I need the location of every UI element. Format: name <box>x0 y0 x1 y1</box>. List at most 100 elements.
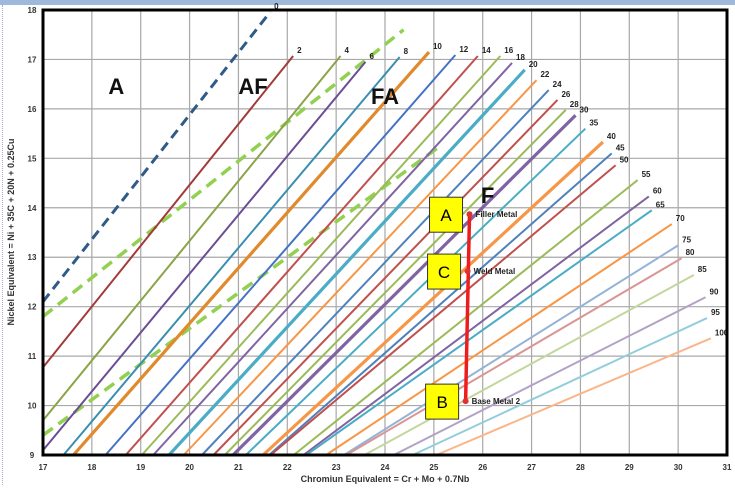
iso-ferrite-line-100 <box>435 337 712 456</box>
x-tick-label: 21 <box>234 463 243 472</box>
iso-ferrite-line-60 <box>302 195 650 456</box>
region-label-af: AF <box>238 74 267 99</box>
data-point <box>466 211 473 218</box>
data-points: Filler Metal A Weld Metal C Base Metal 2 B <box>425 196 521 420</box>
x-tick-label: 27 <box>527 463 536 472</box>
x-tick-label: 18 <box>87 463 96 472</box>
ferrite-number-label: 16 <box>504 46 513 55</box>
iso-ferrite-line-10 <box>72 50 431 457</box>
x-tick-label: 22 <box>283 463 292 472</box>
x-tick-label: 20 <box>185 463 194 472</box>
iso-ferrite-line-26 <box>212 99 559 456</box>
iso-ferrite-line-35 <box>245 127 587 456</box>
iso-ferrite-line-12 <box>104 54 457 456</box>
y-tick-label: 14 <box>28 204 37 213</box>
marker-letter: C <box>438 263 450 282</box>
ferrite-number-label: 65 <box>656 200 665 209</box>
data-point <box>464 268 471 275</box>
ferrite-number-label: 4 <box>345 46 350 55</box>
x-tick-label: 28 <box>576 463 585 472</box>
ferrite-number-label: 80 <box>686 248 695 257</box>
ferrite-number-label: 55 <box>642 170 651 179</box>
region-label-a: A <box>108 74 124 99</box>
ferrite-number-label: 8 <box>404 47 409 56</box>
iso-ferrite-line-14 <box>125 55 479 456</box>
ferrite-number-label: 45 <box>616 143 625 152</box>
ferrite-number-label: 20 <box>529 60 538 69</box>
iso-ferrite-line-85 <box>363 274 695 456</box>
x-tick-label: 26 <box>478 463 487 472</box>
region-label-fa: FA <box>371 84 399 109</box>
iso-ferrite-line-40 <box>261 140 604 457</box>
y-tick-label: 13 <box>28 253 37 262</box>
y-tick-label: 16 <box>28 105 37 114</box>
x-tick-label: 17 <box>39 463 48 472</box>
iso-ferrite-line-50 <box>270 164 617 456</box>
point-label: Weld Metal <box>474 267 516 276</box>
marker-box-a <box>429 196 464 233</box>
ferrite-number-label: 22 <box>540 70 549 79</box>
phase-boundary-line <box>41 28 405 318</box>
y-tick-label: 10 <box>28 402 37 411</box>
iso-ferrite-line-95 <box>412 317 708 456</box>
y-tick-label: 17 <box>28 55 37 64</box>
y-tick-label: 15 <box>28 154 37 163</box>
grid <box>42 9 728 456</box>
ferrite-number-label: 100 <box>715 328 729 337</box>
ferrite-number-label: 18 <box>516 53 525 62</box>
y-tick-label: 18 <box>28 6 37 15</box>
x-tick-label: 25 <box>429 463 438 472</box>
ferrite-number-label: 50 <box>620 155 629 164</box>
ferrite-number-label: 14 <box>482 46 491 55</box>
x-tick-label: 19 <box>136 463 145 472</box>
point-label: Base Metal 2 <box>472 397 521 406</box>
ferrite-number-label: 40 <box>607 132 616 141</box>
ferrite-number-label: 30 <box>580 105 589 114</box>
iso-ferrite-line-22 <box>183 79 538 456</box>
ferrite-number-label: 35 <box>589 119 598 128</box>
ferrite-number-label: 2 <box>297 46 302 55</box>
iso-ferrite-line-28 <box>224 109 567 456</box>
ferrite-number-label: 12 <box>459 45 468 54</box>
axis-ticks: 17 18 19 20 21 22 23 24 25 26 27 28 29 30 319101112131… <box>28 6 732 472</box>
marker-letter: A <box>440 206 452 225</box>
iso-ferrite-line-16 <box>141 55 502 456</box>
iso-ferrite-line-75 <box>343 244 679 456</box>
marker-letter: B <box>436 393 447 412</box>
y-tick-label: 12 <box>28 303 37 312</box>
iso-ferrite-line-90 <box>393 296 706 456</box>
y-tick-label: 11 <box>28 352 37 361</box>
phase-boundary-line <box>41 143 443 437</box>
ferrite-number-label: 95 <box>711 308 720 317</box>
ferrite-number-label: 90 <box>710 287 719 296</box>
iso-ferrite-line-18 <box>152 62 513 456</box>
iso-ferrite-line-20 <box>167 68 526 457</box>
iso-ferrite-line-24 <box>201 89 550 456</box>
ferrite-number-label: 24 <box>553 80 562 89</box>
y-axis-label: Nickel Equivalent = Ni + 35C + 20N + 0.2… <box>6 138 16 325</box>
iso-ferrite-line-4 <box>42 55 342 421</box>
ferrite-number-label: 28 <box>570 100 579 109</box>
iso-ferrite-line-0 <box>41 11 272 303</box>
ferrite-number-label: 6 <box>369 52 374 61</box>
ferrite-number-label: 60 <box>653 186 662 195</box>
ferrite-number-label: 85 <box>698 265 707 274</box>
ferrite-number-label: 26 <box>561 90 570 99</box>
x-axis-label: Chromiun Equivalent = Cr + Mo + 0.7Nb <box>301 474 470 484</box>
iso-ferrite-lines <box>41 11 712 457</box>
y-tick-label: 9 <box>30 451 35 460</box>
iso-ferrite-line-65 <box>305 209 653 456</box>
tie-line <box>463 214 472 402</box>
x-tick-label: 31 <box>723 463 732 472</box>
iso-ferrite-line-2 <box>42 55 294 368</box>
ferrite-number-label: 75 <box>682 235 691 244</box>
iso-ferrite-line-8 <box>62 56 401 456</box>
iso-ferrite-line-70 <box>325 223 673 456</box>
ferrite-number-label: 10 <box>433 42 442 51</box>
left-dotted-edge <box>2 5 4 485</box>
marker-box-b <box>425 383 460 420</box>
region-label-f: F <box>481 183 494 208</box>
iso-ferrite-line-45 <box>268 152 613 456</box>
